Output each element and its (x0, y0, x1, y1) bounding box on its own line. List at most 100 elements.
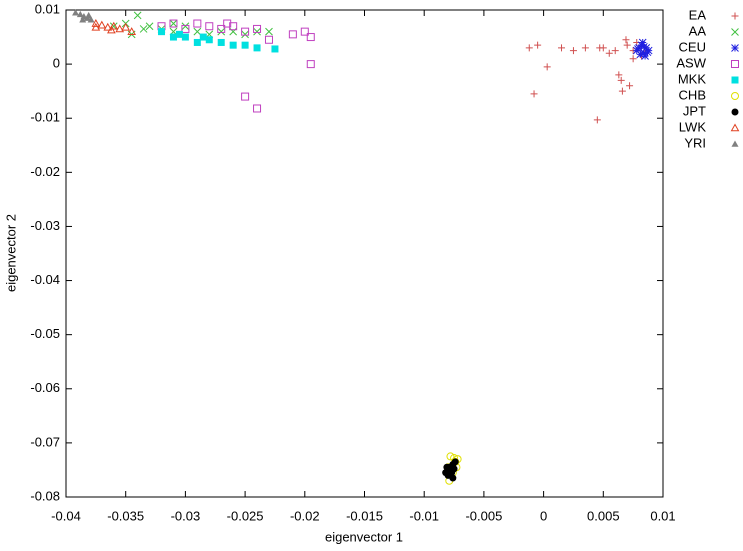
point (569, 47, 577, 55)
point (91, 18, 101, 27)
point (622, 36, 630, 44)
y-tick-label: -0.03 (30, 218, 60, 233)
point (205, 36, 213, 44)
point (193, 19, 202, 28)
point (181, 24, 190, 33)
point (641, 52, 649, 60)
legend-marker (731, 92, 739, 100)
y-tick-label: 0 (53, 56, 60, 71)
point (449, 474, 457, 482)
legend-marker (730, 123, 740, 132)
point (306, 33, 315, 42)
y-tick-label: -0.02 (30, 164, 60, 179)
point (626, 82, 634, 90)
legend-label: YRI (684, 135, 706, 150)
legend-marker (731, 28, 739, 36)
point (534, 41, 542, 49)
x-tick-label: -0.02 (290, 508, 320, 523)
point (169, 33, 177, 41)
x-tick-label: -0.03 (171, 508, 201, 523)
point (543, 63, 551, 71)
point (229, 27, 238, 36)
y-tick-label: -0.06 (30, 380, 60, 395)
point (193, 38, 201, 46)
point (264, 35, 273, 44)
point (193, 27, 202, 36)
x-tick-label: -0.01 (409, 508, 439, 523)
x-axis-label: eigenvector 1 (325, 529, 403, 544)
point (139, 25, 148, 33)
point (181, 33, 189, 41)
legend-label: CEU (679, 39, 706, 54)
point (451, 458, 459, 466)
x-tick-label: -0.04 (51, 508, 81, 523)
point (558, 44, 566, 52)
legend-marker (731, 44, 739, 52)
point (271, 45, 279, 53)
point (443, 463, 451, 471)
point (530, 90, 538, 98)
point (115, 24, 125, 33)
point (288, 30, 297, 39)
point (169, 19, 178, 28)
point (306, 60, 315, 69)
x-tick-label: -0.015 (346, 508, 383, 523)
point (241, 92, 250, 101)
point (253, 24, 262, 33)
point (615, 71, 623, 79)
legend-label: CHB (679, 87, 706, 102)
point (109, 21, 119, 30)
point (241, 30, 249, 39)
point (205, 22, 214, 31)
point (636, 50, 645, 59)
point (596, 44, 604, 52)
point (525, 44, 533, 52)
legend-label: AA (689, 23, 707, 38)
point (638, 38, 647, 47)
point (121, 22, 131, 31)
x-tick-label: 0 (540, 508, 547, 523)
point (181, 22, 190, 31)
point (217, 24, 226, 33)
x-tick-label: -0.005 (465, 508, 502, 523)
y-tick-label: -0.08 (30, 488, 60, 503)
point (253, 44, 261, 52)
point (640, 42, 648, 51)
y-tick-label: -0.04 (30, 272, 60, 287)
point (217, 27, 226, 36)
point (593, 116, 601, 124)
point (229, 41, 237, 49)
y-tick-label: 0.01 (35, 1, 60, 16)
point (643, 48, 652, 57)
legend-marker (731, 76, 739, 84)
legend-marker (731, 140, 739, 147)
point (91, 22, 101, 31)
point (97, 20, 107, 29)
legend-marker (731, 108, 739, 116)
legend-marker (731, 60, 739, 68)
point (133, 11, 142, 20)
legend-label: EA (689, 7, 707, 22)
point (640, 49, 648, 58)
point (107, 25, 116, 34)
point (103, 22, 113, 31)
point (617, 76, 625, 84)
legend-label: ASW (676, 55, 706, 70)
x-tick-label: -0.025 (227, 508, 264, 523)
legend-label: LWK (679, 119, 707, 134)
point (265, 27, 273, 36)
point (611, 47, 619, 55)
point (158, 28, 166, 36)
point (605, 49, 613, 57)
point (637, 41, 646, 50)
point (199, 33, 207, 41)
plot-frame (65, 9, 664, 498)
point (87, 16, 95, 23)
point (127, 27, 137, 35)
legend-marker (731, 12, 739, 20)
point (450, 465, 458, 473)
point (446, 452, 455, 461)
point (618, 87, 626, 95)
y-tick-label: -0.07 (30, 434, 60, 449)
